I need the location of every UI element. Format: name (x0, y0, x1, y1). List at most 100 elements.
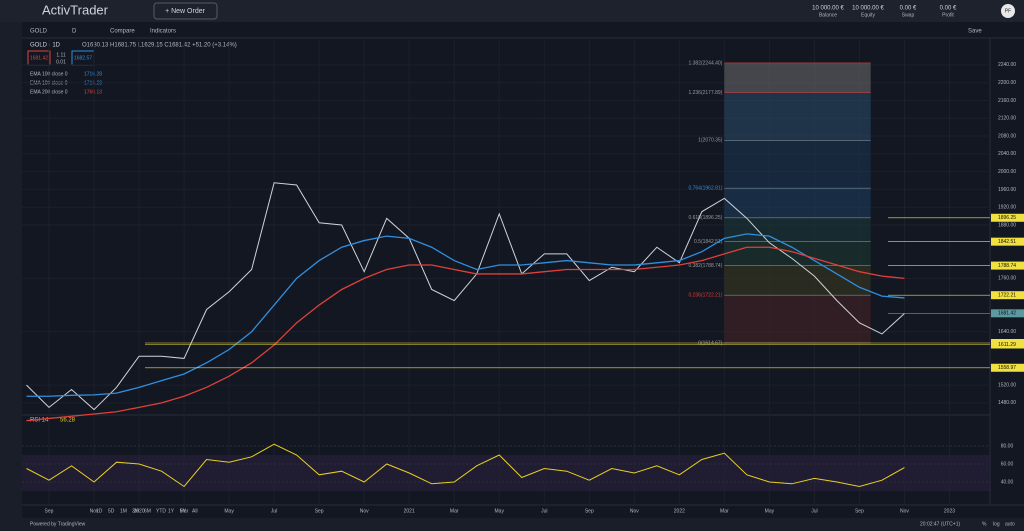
new-order-label[interactable]: + New Order (165, 8, 206, 15)
price-tag-label: 1681.42 (998, 311, 1016, 317)
y-tick-label: 1880.00 (998, 222, 1016, 228)
new-order-button[interactable] (153, 2, 218, 20)
x-tick-label: Jul (811, 508, 817, 514)
y-tick-label: 2000.00 (998, 169, 1016, 175)
percent-toggle[interactable]: % (982, 521, 987, 527)
range-button[interactable]: 5D (108, 508, 115, 514)
log-toggle[interactable]: log (993, 521, 1000, 527)
stat-value: 0.00 € (900, 6, 917, 12)
brand: ActivTrader (42, 2, 109, 17)
bottom-bar (0, 518, 1024, 531)
rsi-label: RSI 14 (30, 418, 49, 424)
fib-zone (724, 295, 871, 343)
save[interactable]: Save (968, 29, 982, 35)
rsi-line (26, 443, 905, 488)
range-button[interactable]: 1D (96, 508, 103, 514)
fib-label: 0.236(1722.21) (688, 292, 722, 298)
indicators[interactable]: Indicators (150, 29, 176, 35)
fib-label: 0(1614.67) (698, 340, 723, 346)
y-tick-label: 1480.00 (998, 400, 1016, 406)
rsi-value: 56.28 (60, 418, 76, 424)
y-tick-label: 2160.00 (998, 98, 1016, 104)
fib-label: 0.618(1896.25) (688, 215, 722, 221)
ask[interactable]: 1682.57 (74, 55, 92, 61)
x-tick-label: Nov (90, 508, 99, 514)
range-button[interactable]: 3M (132, 508, 139, 514)
fib-label: 1.382(2244.40) (688, 60, 722, 66)
rsi-tick-label: 60.00 (1001, 461, 1014, 467)
stat-label: Profit (942, 12, 954, 18)
spread: 1.11 (56, 52, 66, 58)
x-tick-label: Sep (855, 508, 864, 514)
clock: 20:02:47 (UTC+1) (920, 521, 960, 527)
price-tag-label: 1558.97 (998, 365, 1016, 371)
fib-zone (724, 188, 871, 218)
x-tick-label: Mar (450, 508, 459, 514)
ema-line (26, 233, 905, 397)
y-tick-label: 1640.00 (998, 329, 1016, 335)
x-tick-label: 2023 (944, 508, 955, 514)
compare[interactable]: Compare (110, 29, 135, 35)
price-tag (991, 237, 1024, 246)
indicator-value: 1716.28 (84, 80, 102, 86)
price-tag (991, 213, 1024, 222)
range-button[interactable]: 6M (144, 508, 151, 514)
x-tick-label: May (224, 508, 234, 514)
x-tick-label: Mar (180, 508, 189, 514)
top-bar (0, 0, 1024, 22)
y-tick-label: 2200.00 (998, 80, 1016, 86)
price-tag (991, 261, 1024, 270)
fib-zone (724, 140, 871, 189)
y-tick-label: 1960.00 (998, 187, 1016, 193)
y-tick-label: 2120.00 (998, 116, 1016, 122)
stat-value: 0.00 € (940, 6, 957, 12)
x-tick-label: Nov (630, 508, 639, 514)
price-tag-label: 1842.51 (998, 239, 1016, 245)
price-tag-label: 1611.29 (998, 342, 1016, 348)
stat-label: Swap (902, 12, 915, 18)
bid[interactable]: 1681.42 (30, 55, 48, 61)
price-tag (991, 309, 1024, 318)
x-tick-label: 2020 (133, 508, 144, 514)
range-button[interactable]: 5Y (180, 508, 187, 514)
x-tick-label: Jul (271, 508, 277, 514)
price-tag (991, 291, 1024, 300)
price-tag (991, 340, 1024, 349)
rsi-tick-label: 40.00 (1001, 479, 1014, 485)
range-button[interactable]: All (192, 508, 198, 514)
stat-value: 10 000.00 € (812, 6, 844, 12)
x-tick-label: Sep (45, 508, 54, 514)
stat-label: Equity (861, 12, 875, 18)
fib-zone (724, 217, 871, 242)
stat-label: Balance (819, 12, 837, 18)
x-tick-label: May (765, 508, 775, 514)
range-button[interactable]: 1M (120, 508, 127, 514)
fib-label: 0.382(1788.74) (688, 263, 722, 269)
left-toolbar (0, 22, 22, 518)
price-line (26, 182, 905, 411)
avatar-initials[interactable]: PF (1005, 8, 1011, 14)
x-tick-label: May (495, 508, 505, 514)
interval[interactable]: D (72, 29, 77, 35)
x-tick-label: Nov (900, 508, 909, 514)
avatar[interactable] (1001, 4, 1015, 18)
x-tick-label: Mar (720, 508, 729, 514)
range-button[interactable]: YTD (156, 508, 166, 514)
x-tick-label: Sep (585, 508, 594, 514)
x-tick-label: Nov (360, 508, 369, 514)
y-tick-label: 1920.00 (998, 205, 1016, 211)
y-tick-label: 2040.00 (998, 151, 1016, 157)
symbol[interactable]: GOLD (30, 29, 48, 35)
range-button[interactable]: 1Y (168, 508, 175, 514)
y-tick-label: 2240.00 (998, 62, 1016, 68)
fib-zone (724, 62, 871, 93)
y-tick-label: 2080.00 (998, 133, 1016, 139)
auto-toggle[interactable]: auto (1005, 521, 1015, 527)
y-tick-label: 1520.00 (998, 382, 1016, 388)
powered-by: Powered by TradingView (30, 521, 86, 527)
fib-label: 0.5(1842.51) (694, 239, 723, 245)
fib-zone (724, 92, 871, 141)
y-tick-label: 1760.00 (998, 276, 1016, 282)
x-tick-label: Jul (541, 508, 547, 514)
legend-ohlc: O1630.13 H1681.75 L1629.15 C1681.42 +51.… (82, 43, 237, 49)
